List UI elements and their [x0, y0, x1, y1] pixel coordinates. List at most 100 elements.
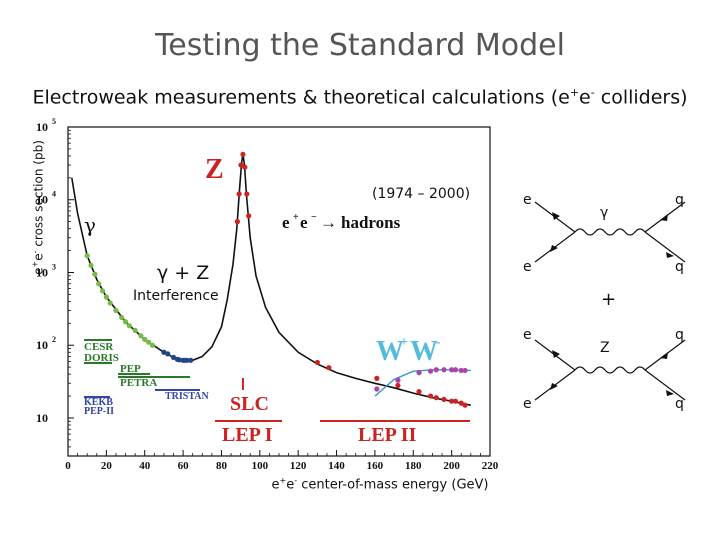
- data-point: [184, 357, 190, 363]
- subtitle-text-3: colliders): [594, 86, 688, 109]
- arrow-icon: [660, 352, 668, 359]
- data-point: [449, 398, 455, 404]
- experiment-label: PEP: [120, 363, 141, 375]
- data-point: [138, 333, 144, 339]
- plot-layer: 0 20 40 60 80 100 120 140 160 180 200 220 10 10 2 10 3 10…: [36, 117, 499, 472]
- x-axis-label: e+e- center-of-mass energy (GeV): [230, 476, 530, 492]
- quark-line-bottom: [644, 369, 686, 401]
- data-point: [433, 367, 439, 373]
- data-point: [170, 354, 177, 361]
- arrow-icon: [550, 383, 558, 390]
- gamma-z-label: γ + Z: [157, 262, 209, 284]
- data-point: [132, 327, 138, 333]
- ww-label-2: W: [410, 336, 438, 367]
- experiment-label: LEP II: [358, 424, 417, 446]
- y-tick-label: 10: [36, 411, 48, 425]
- data-point: [416, 389, 422, 395]
- data-point: [441, 367, 447, 373]
- data-point: [449, 367, 455, 373]
- x-tick-label: 20: [101, 460, 113, 472]
- label-e-bottom-2: e: [523, 396, 532, 412]
- data-point: [142, 336, 148, 343]
- arrow-icon: [552, 212, 560, 220]
- experiment-label: DORIS: [84, 352, 119, 364]
- y-tick-label: 10: [36, 338, 48, 352]
- x-label-sup: -: [294, 476, 298, 485]
- data-point: [240, 151, 246, 158]
- z-propagator: [574, 366, 646, 374]
- data-point: [176, 357, 182, 363]
- x-tick-label: 200: [443, 460, 460, 472]
- experiment-label: LEP I: [222, 424, 273, 446]
- process-suffix: hadrons: [341, 213, 401, 232]
- years-label: (1974 – 2000): [372, 186, 470, 202]
- data-point: [234, 219, 240, 225]
- theory-curve-line: [374, 369, 471, 397]
- photon-propagator: [574, 228, 646, 236]
- label-gamma-1: γ: [600, 205, 608, 221]
- arrow-icon: [666, 390, 674, 396]
- data-point: [119, 314, 125, 321]
- y-tick-label: 10: [36, 193, 48, 207]
- process-e: e: [300, 213, 308, 232]
- data-point: [103, 294, 109, 300]
- data-point: [416, 370, 422, 376]
- process-arrow: →: [320, 213, 337, 232]
- data-point: [145, 339, 152, 345]
- subtitle-text-2: e: [579, 86, 591, 109]
- experiment-label: PETRA: [120, 377, 157, 389]
- arrow-icon: [550, 245, 558, 252]
- ww-sup-plus: +: [400, 335, 408, 350]
- subtitle-text-1: Electroweak measurements & theoretical c…: [32, 86, 570, 109]
- data-point: [88, 262, 94, 269]
- process-sup-minus: −: [311, 212, 317, 223]
- experiment-label: TRISTAN: [165, 391, 209, 402]
- label-z-2: Z: [600, 340, 610, 356]
- process-prefix: e: [282, 213, 290, 232]
- slide-title: Testing the Standard Model: [155, 28, 565, 63]
- label-e-bottom-1: e: [523, 259, 532, 275]
- x-tick-label: 120: [290, 460, 307, 472]
- experiment-label: PEP-II: [84, 406, 114, 417]
- data-point: [374, 386, 380, 392]
- y-tick-exponent: 3: [52, 262, 56, 271]
- label-q-bottom-1: q: [675, 259, 684, 275]
- y-tick-exponent: 2: [52, 335, 56, 344]
- data-point: [246, 213, 252, 219]
- arrow-icon: [666, 252, 674, 258]
- data-point: [458, 400, 464, 406]
- data-point: [96, 281, 102, 287]
- x-tick-label: 220: [482, 460, 499, 472]
- slide-subtitle: Electroweak measurements & theoretical c…: [0, 86, 720, 108]
- x-tick-label: 60: [178, 460, 190, 472]
- data-point: [238, 162, 244, 168]
- z-peak-label: Z: [205, 154, 224, 185]
- data-point: [122, 319, 129, 325]
- data-point: [427, 368, 434, 374]
- data-point: [462, 402, 468, 408]
- data-point: [244, 191, 250, 197]
- label-e-top-2: e: [523, 327, 532, 343]
- feynman-diagram-photon: e e γ q q: [523, 192, 686, 275]
- data-point: [395, 377, 401, 383]
- x-label-part: e: [286, 477, 295, 493]
- ww-sup-minus: -: [436, 335, 441, 350]
- interference-label: Interference: [133, 288, 219, 304]
- ww-label: W: [376, 336, 404, 367]
- y-tick-label: 10: [36, 265, 48, 279]
- data-point: [149, 342, 155, 348]
- x-tick-label: 80: [216, 460, 228, 472]
- data-point: [374, 375, 380, 381]
- x-label-sup: +: [279, 476, 287, 485]
- x-tick-label: 0: [65, 460, 71, 472]
- data-point: [165, 351, 171, 357]
- data-point: [314, 359, 320, 366]
- experiment-label: KEKB: [84, 397, 113, 408]
- label-q-top-2: q: [675, 327, 684, 343]
- experiment-label: SLC: [230, 393, 269, 415]
- data-point: [433, 395, 439, 401]
- quark-line-bottom: [644, 231, 686, 263]
- experiment-label: CESR: [84, 341, 114, 353]
- data-point: [113, 307, 119, 314]
